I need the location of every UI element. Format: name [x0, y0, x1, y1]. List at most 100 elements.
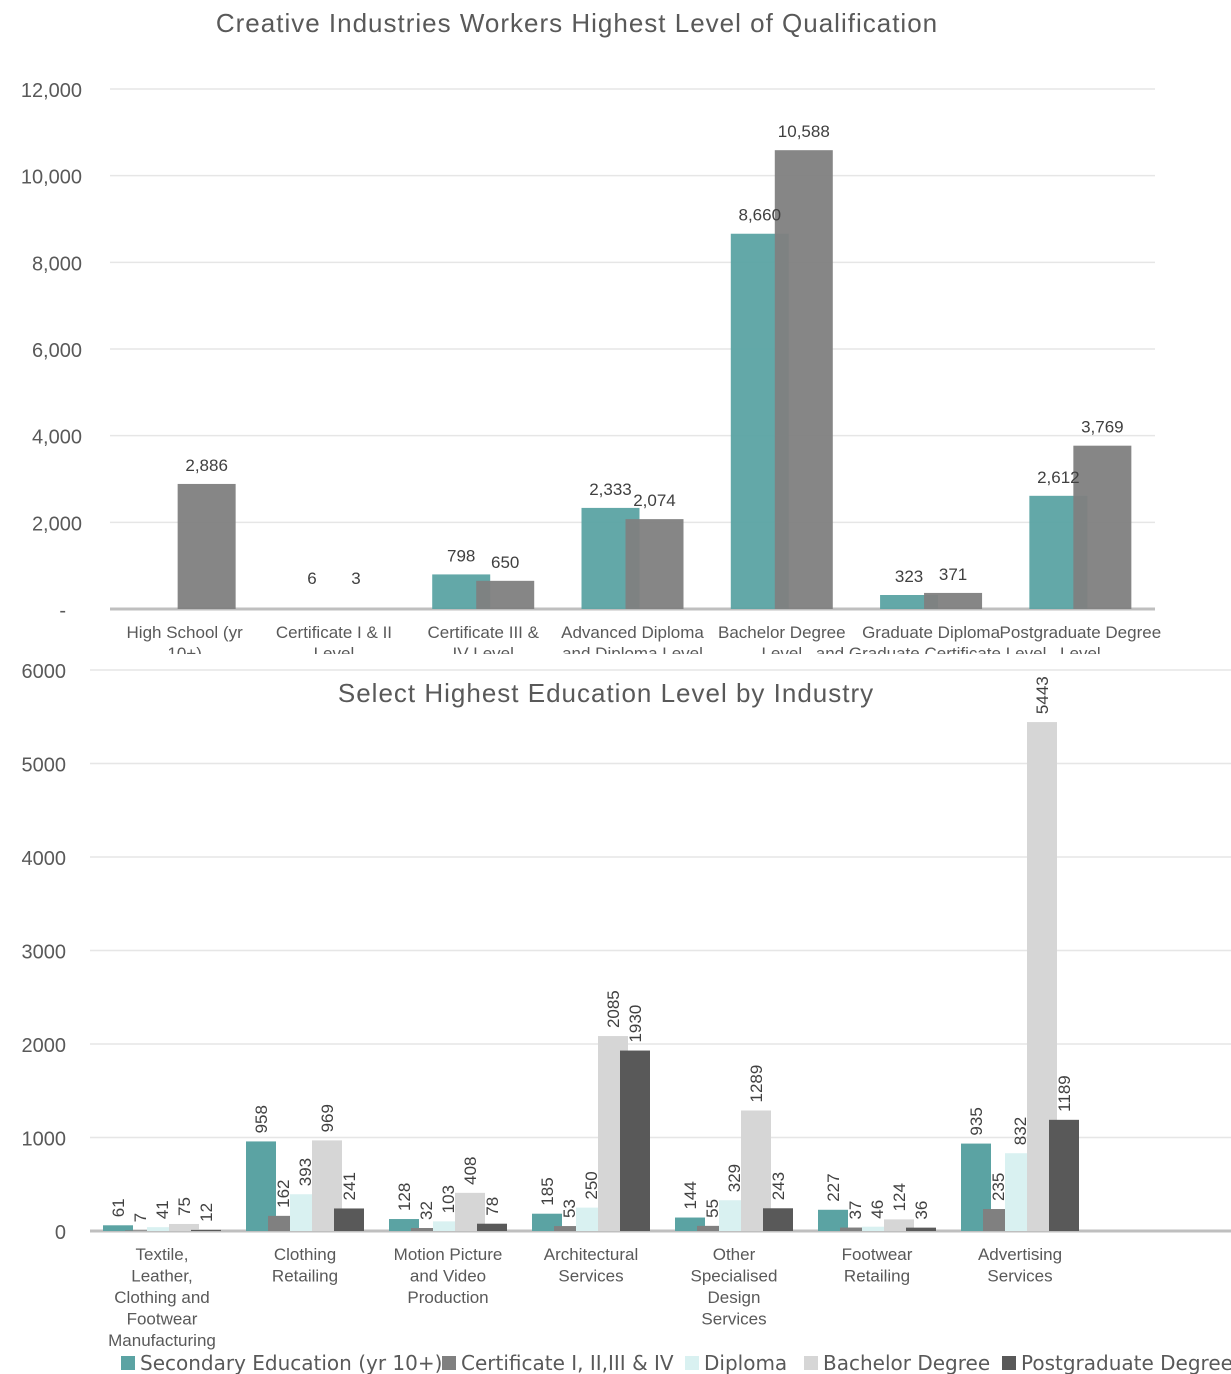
- chart2-bar-series3: [147, 1227, 177, 1231]
- chart1-data-label: 2,333: [589, 480, 632, 499]
- chart2-data-label: 75: [175, 1197, 194, 1216]
- chart2-data-label: 124: [890, 1183, 909, 1211]
- chart2-data-label: 32: [417, 1201, 436, 1220]
- chart2-data-label: 5443: [1033, 676, 1052, 714]
- chart1-bar-series2: [1073, 445, 1132, 609]
- chart2-data-label: 36: [912, 1201, 931, 1220]
- chart2-bar-series3: [862, 1226, 892, 1231]
- chart2-bar-series2: [840, 1227, 870, 1231]
- chart2-data-label: 329: [725, 1164, 744, 1192]
- bars-layer: [103, 150, 1132, 1370]
- chart1-ytick-label: 6,000: [32, 340, 82, 362]
- chart2-bar-series4: [169, 1223, 199, 1231]
- chart1-category-label: Bachelor Degree: [718, 623, 846, 642]
- chart2-bar-series5: [191, 1229, 221, 1231]
- chart2-data-label: 144: [681, 1181, 700, 1209]
- chart1-category-label: Graduate Diploma: [862, 623, 1001, 642]
- chart2-data-label: 1289: [747, 1065, 766, 1103]
- chart2-bar-series2: [697, 1225, 727, 1231]
- chart1-title: Creative Industries Workers Highest Leve…: [216, 8, 938, 38]
- chart2-data-label: 128: [395, 1183, 414, 1211]
- chart1-category-label: 10+): [167, 644, 202, 663]
- legend-swatch-2: [442, 1356, 456, 1370]
- chart2-category-label: Retailing: [844, 1267, 910, 1286]
- chart1-category-label: Certificate III &: [427, 623, 539, 642]
- chart1-data-label: 2,074: [633, 491, 676, 510]
- chart1-category-label: Advanced Diploma: [561, 623, 704, 642]
- chart2-data-label: 61: [109, 1198, 128, 1217]
- chart2-data-label: 1189: [1055, 1075, 1074, 1112]
- chart2-category-label: Specialised: [691, 1267, 778, 1286]
- chart2-bar-series2: [411, 1228, 441, 1231]
- legend-label-3: Diploma: [704, 1351, 787, 1374]
- chart2-data-label: 12: [197, 1203, 216, 1222]
- grid-layer: [90, 88, 1231, 1233]
- chart2-data-label: 969: [318, 1104, 337, 1132]
- legend-swatch-5: [1002, 1356, 1016, 1370]
- chart2-data-label: 958: [252, 1105, 271, 1133]
- legend-swatch-4: [804, 1356, 818, 1370]
- chart2-category-label: Footwear: [842, 1245, 913, 1264]
- chart2-category-label: Services: [558, 1267, 623, 1286]
- chart1-ytick-label: 10,000: [21, 167, 82, 189]
- chart1-category-label: High School (yr: [127, 623, 244, 642]
- chart2-bar-series5: [620, 1050, 650, 1231]
- chart2-category-label: Manufacturing: [108, 1331, 216, 1350]
- chart1-bar-series1: [880, 595, 939, 609]
- chart2-ytick-label: 1000: [22, 1129, 67, 1151]
- chart2-category-label: Clothing and: [114, 1288, 209, 1307]
- chart2-data-label: 393: [296, 1158, 315, 1186]
- chart2-data-label: 227: [824, 1173, 843, 1201]
- chart1-category-label: Level: [1060, 644, 1101, 663]
- chart2-ytick-label: 4000: [22, 848, 67, 870]
- chart2-ytick-label: 0: [55, 1222, 66, 1244]
- chart2-data-label: 2085: [604, 990, 623, 1028]
- chart1-data-label: 798: [447, 546, 475, 565]
- chart2-ytick-label: 6000: [22, 661, 67, 683]
- chart1-data-label: 2,886: [185, 456, 228, 475]
- chart2-bar-series2: [125, 1230, 155, 1231]
- chart2-category-label: Architectural: [544, 1245, 638, 1264]
- chart1-data-label: 371: [939, 565, 967, 584]
- chart1-data-label: 2,612: [1037, 468, 1080, 487]
- chart1-ytick-label: 2,000: [32, 513, 82, 535]
- chart1-ytick-label: 8,000: [32, 253, 82, 275]
- chart2-data-label: 832: [1011, 1117, 1030, 1145]
- chart2-ytick-label: 3000: [22, 942, 67, 964]
- chart1-ytick-label: -: [59, 600, 66, 622]
- chart2-category-label: and Video: [410, 1267, 486, 1286]
- chart1-category-label: Level: [761, 644, 802, 663]
- chart1-bar-series2: [924, 592, 983, 609]
- chart2-ytick-label: 5000: [22, 755, 67, 777]
- chart1-category-label: Postgraduate Degree: [1000, 623, 1162, 642]
- chart2-category-label: Textile,: [136, 1245, 189, 1264]
- chart2-data-label: 41: [153, 1200, 172, 1219]
- chart2-data-label: 55: [703, 1199, 722, 1218]
- chart1-category-label: and Diploma Level: [562, 644, 703, 663]
- chart1-data-label: 3,769: [1081, 418, 1124, 437]
- chart2-ytick-label: 2000: [22, 1035, 67, 1057]
- chart1-data-label: 323: [895, 567, 923, 586]
- chart2-bar-series5: [763, 1208, 793, 1231]
- chart1-data-label: 8,660: [739, 206, 782, 225]
- chart2-data-label: 935: [967, 1107, 986, 1135]
- chart1-ytick-label: 4,000: [32, 427, 82, 449]
- chart1-category-label: Certificate I & II: [276, 623, 392, 642]
- chart2-category-label: Retailing: [272, 1267, 338, 1286]
- chart2-bar-series5: [477, 1223, 507, 1231]
- chart2-category-label: Other: [713, 1245, 756, 1264]
- legend-swatch-3: [685, 1356, 699, 1370]
- chart2-title: Select Highest Education Level by Indust…: [338, 678, 874, 708]
- chart2-data-label: 103: [439, 1185, 458, 1213]
- chart2-category-label: Clothing: [274, 1245, 336, 1264]
- chart1-data-label: 650: [491, 553, 519, 572]
- chart2-category-label: Footwear: [127, 1310, 198, 1329]
- legend-label-1: Secondary Education (yr 10+): [140, 1351, 442, 1374]
- chart2-bar-series1: [818, 1209, 848, 1231]
- chart2-category-label: Design: [708, 1288, 761, 1307]
- legend-label-5: Postgraduate Degree: [1021, 1351, 1231, 1374]
- chart2-data-label: 185: [538, 1177, 557, 1205]
- chart1-bar-series2: [774, 150, 833, 610]
